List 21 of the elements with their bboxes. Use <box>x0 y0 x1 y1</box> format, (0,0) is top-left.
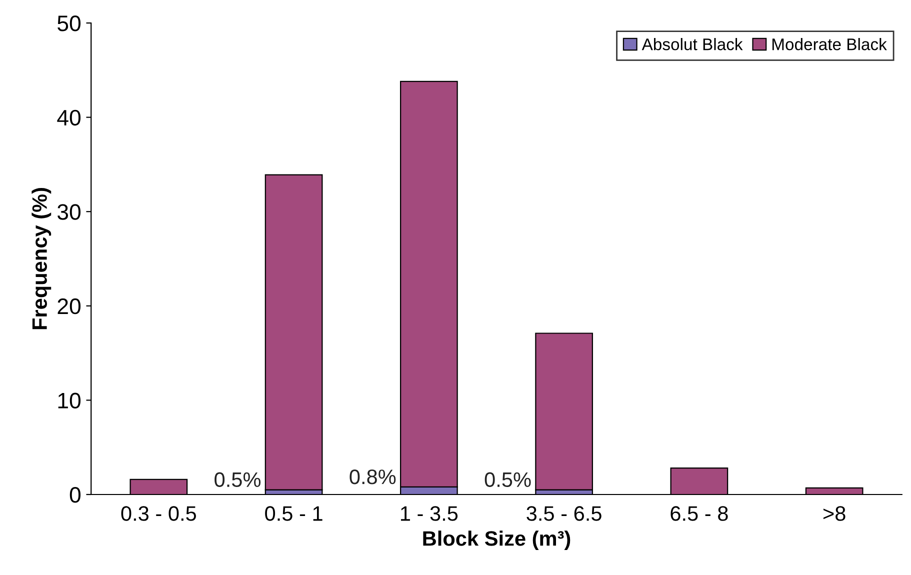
y-tick-label: 20 <box>58 298 81 314</box>
y-tick-label: 30 <box>58 204 81 220</box>
annotation: 0.5% <box>214 472 261 488</box>
x-tick-label: 1 - 3.5 <box>400 506 458 521</box>
y-tick-label: 50 <box>58 16 81 32</box>
annotation: 0.8% <box>350 469 396 484</box>
x-tick-label: 6.5 - 8 <box>670 506 728 521</box>
x-tick-label: 0.3 - 0.5 <box>121 506 196 521</box>
legend-label: Absolut Black <box>642 38 743 50</box>
annotation: 0.5% <box>484 472 531 488</box>
x-tick-label: 3.5 - 6.5 <box>526 506 602 521</box>
x-tick-label: 0.5 - 1 <box>265 506 322 521</box>
legend-label: Moderate Black <box>772 38 887 50</box>
bar <box>535 332 593 490</box>
bar <box>264 174 323 490</box>
y-axis-title: Frequency (%) <box>32 188 52 330</box>
y-tick-label: 0 <box>70 487 81 503</box>
y-tick-label: 10 <box>58 392 81 408</box>
x-tick-label: >8 <box>823 506 846 521</box>
y-tick-label: 40 <box>57 110 81 126</box>
x-axis-title: Block Size (m³) <box>423 530 570 550</box>
